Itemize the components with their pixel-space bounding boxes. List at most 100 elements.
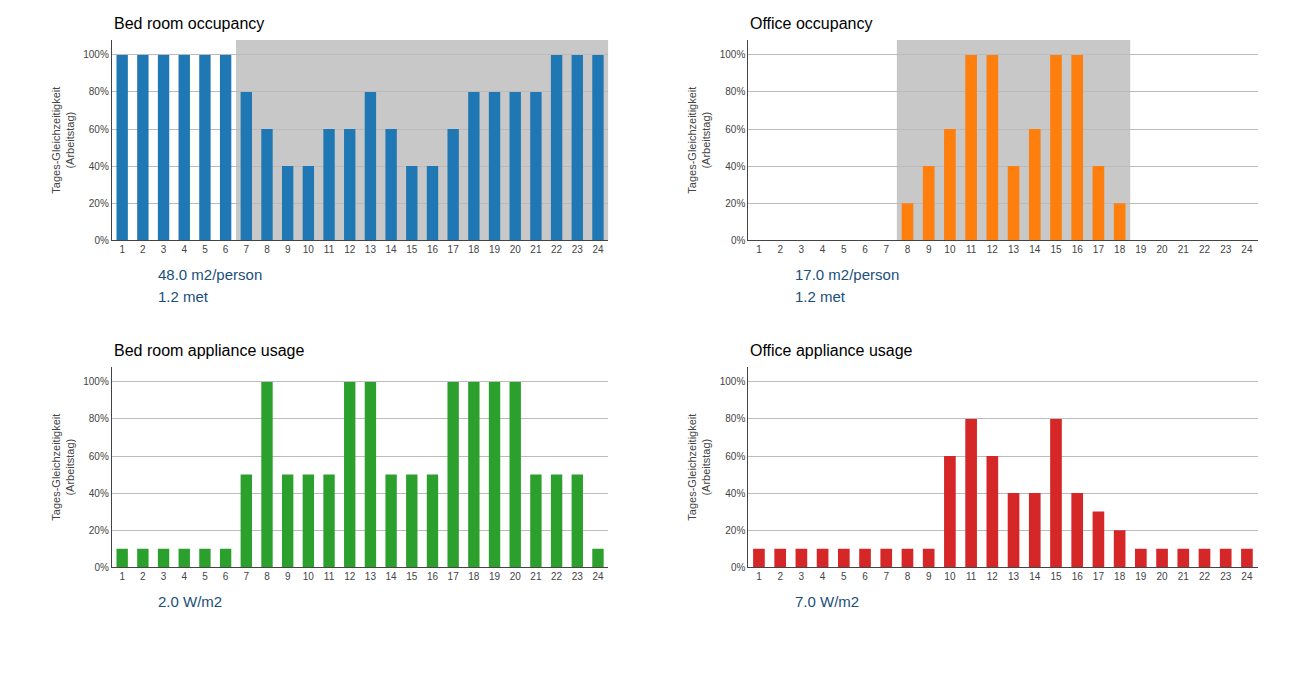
- svg-text:100%: 100%: [720, 376, 746, 387]
- svg-text:9: 9: [285, 571, 291, 582]
- svg-text:21: 21: [1178, 571, 1190, 582]
- svg-text:24: 24: [592, 571, 604, 582]
- svg-text:5: 5: [841, 244, 847, 255]
- svg-text:10: 10: [303, 571, 315, 582]
- svg-text:12: 12: [344, 571, 356, 582]
- svg-text:0%: 0%: [731, 562, 746, 573]
- svg-text:80%: 80%: [89, 86, 109, 97]
- svg-text:22: 22: [1199, 571, 1211, 582]
- svg-text:0%: 0%: [94, 235, 109, 246]
- svg-text:80%: 80%: [725, 86, 745, 97]
- svg-text:2.0 W/m2: 2.0 W/m2: [158, 593, 222, 610]
- svg-text:Office appliance usage: Office appliance usage: [750, 342, 913, 359]
- svg-text:3: 3: [799, 244, 805, 255]
- svg-text:Tages-Gleichzeitigkeit(Arbeits: Tages-Gleichzeitigkeit(Arbeitstag): [50, 414, 76, 521]
- svg-text:12: 12: [344, 244, 356, 255]
- svg-text:40%: 40%: [725, 161, 745, 172]
- svg-text:23: 23: [572, 571, 584, 582]
- svg-text:4: 4: [181, 571, 187, 582]
- svg-text:7: 7: [883, 244, 889, 255]
- svg-text:100%: 100%: [720, 49, 746, 60]
- svg-text:9: 9: [926, 571, 932, 582]
- svg-text:17: 17: [1093, 244, 1105, 255]
- svg-text:22: 22: [1199, 244, 1211, 255]
- svg-text:20: 20: [1157, 571, 1169, 582]
- svg-text:15: 15: [1050, 244, 1062, 255]
- svg-text:Bed room occupancy: Bed room occupancy: [114, 15, 264, 32]
- svg-text:5: 5: [841, 571, 847, 582]
- svg-text:5: 5: [202, 244, 208, 255]
- svg-text:6: 6: [862, 244, 868, 255]
- svg-text:13: 13: [365, 244, 377, 255]
- svg-text:6: 6: [862, 571, 868, 582]
- svg-text:10: 10: [944, 571, 956, 582]
- svg-text:40%: 40%: [89, 488, 109, 499]
- svg-text:1: 1: [756, 244, 762, 255]
- svg-text:14: 14: [1029, 244, 1041, 255]
- svg-text:3: 3: [161, 571, 167, 582]
- svg-text:2: 2: [140, 244, 146, 255]
- svg-text:16: 16: [1072, 571, 1084, 582]
- svg-text:4: 4: [820, 244, 826, 255]
- svg-text:18: 18: [468, 571, 480, 582]
- svg-text:Tages-Gleichzeitigkeit(Arbeits: Tages-Gleichzeitigkeit(Arbeitstag): [686, 414, 712, 521]
- svg-text:60%: 60%: [89, 451, 109, 462]
- svg-text:7: 7: [244, 571, 250, 582]
- svg-text:15: 15: [406, 571, 418, 582]
- svg-text:100%: 100%: [83, 376, 109, 387]
- svg-text:20%: 20%: [725, 198, 745, 209]
- svg-text:16: 16: [427, 244, 439, 255]
- svg-text:1.2 met: 1.2 met: [795, 288, 846, 305]
- svg-text:20%: 20%: [89, 525, 109, 536]
- svg-text:13: 13: [1008, 571, 1020, 582]
- svg-text:1: 1: [119, 571, 125, 582]
- svg-text:7.0 W/m2: 7.0 W/m2: [795, 593, 859, 610]
- svg-text:8: 8: [264, 244, 270, 255]
- svg-text:2: 2: [140, 571, 146, 582]
- svg-text:0%: 0%: [731, 235, 746, 246]
- svg-text:60%: 60%: [89, 124, 109, 135]
- svg-text:40%: 40%: [725, 488, 745, 499]
- svg-text:22: 22: [551, 571, 563, 582]
- svg-text:10: 10: [944, 244, 956, 255]
- svg-text:60%: 60%: [725, 451, 745, 462]
- svg-text:21: 21: [1178, 244, 1190, 255]
- svg-text:7: 7: [244, 244, 250, 255]
- svg-text:13: 13: [365, 571, 377, 582]
- svg-text:8: 8: [905, 571, 911, 582]
- svg-text:100%: 100%: [83, 49, 109, 60]
- svg-text:Tages-Gleichzeitigkeit(Arbeits: Tages-Gleichzeitigkeit(Arbeitstag): [50, 87, 76, 194]
- svg-text:6: 6: [223, 244, 229, 255]
- svg-text:16: 16: [1072, 244, 1084, 255]
- svg-text:23: 23: [572, 244, 584, 255]
- svg-text:20: 20: [510, 571, 522, 582]
- svg-text:18: 18: [1114, 571, 1126, 582]
- svg-text:40%: 40%: [89, 161, 109, 172]
- svg-text:19: 19: [489, 244, 501, 255]
- svg-text:Tages-Gleichzeitigkeit(Arbeits: Tages-Gleichzeitigkeit(Arbeitstag): [686, 87, 712, 194]
- svg-text:11: 11: [324, 244, 335, 255]
- svg-text:23: 23: [1220, 571, 1232, 582]
- svg-text:19: 19: [1135, 244, 1147, 255]
- svg-text:3: 3: [799, 571, 805, 582]
- svg-text:10: 10: [303, 244, 315, 255]
- svg-text:21: 21: [530, 571, 542, 582]
- svg-text:18: 18: [1114, 244, 1126, 255]
- svg-text:3: 3: [161, 244, 167, 255]
- svg-text:14: 14: [386, 244, 398, 255]
- svg-text:12: 12: [987, 244, 999, 255]
- svg-text:2: 2: [777, 571, 783, 582]
- svg-text:17: 17: [1093, 571, 1105, 582]
- svg-text:22: 22: [551, 244, 563, 255]
- svg-text:8: 8: [905, 244, 911, 255]
- svg-text:13: 13: [1008, 244, 1020, 255]
- svg-text:21: 21: [530, 244, 542, 255]
- svg-text:12: 12: [987, 571, 999, 582]
- svg-text:9: 9: [926, 244, 932, 255]
- svg-text:8: 8: [264, 571, 270, 582]
- svg-text:19: 19: [1135, 571, 1147, 582]
- svg-text:1: 1: [119, 244, 125, 255]
- svg-text:48.0 m2/person: 48.0 m2/person: [158, 266, 262, 283]
- svg-text:20%: 20%: [725, 525, 745, 536]
- svg-text:5: 5: [202, 571, 208, 582]
